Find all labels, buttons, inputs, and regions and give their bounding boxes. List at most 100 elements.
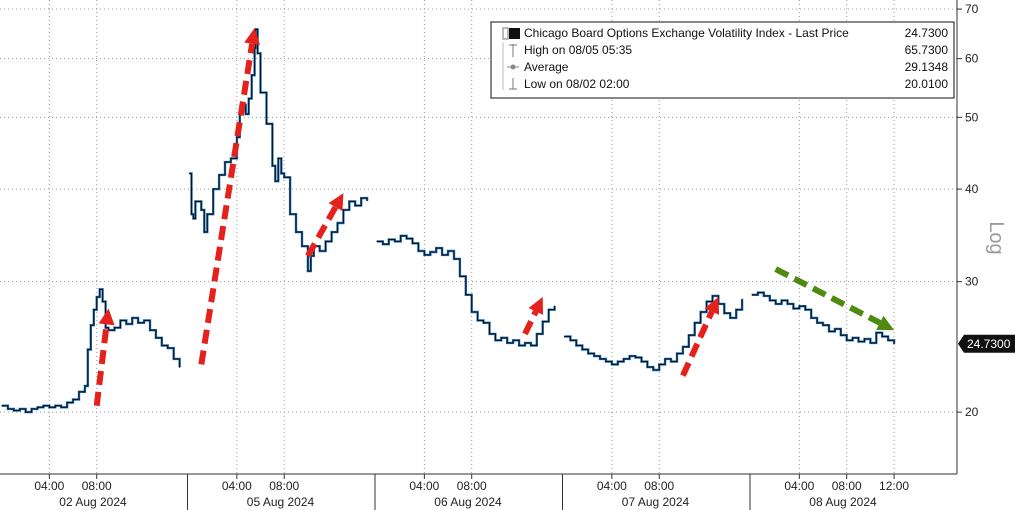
x-day-label: 08 Aug 2024 — [809, 495, 877, 509]
data-point — [342, 209, 345, 211]
legend-value: 29.1348 — [905, 60, 949, 74]
data-point — [289, 213, 291, 215]
arrow-shaft — [522, 310, 539, 336]
data-point — [155, 337, 157, 339]
data-point — [319, 250, 321, 252]
data-point — [840, 334, 842, 336]
data-point — [834, 328, 836, 330]
y-tick-label: 60 — [965, 52, 979, 66]
data-point — [763, 295, 765, 297]
data-point — [125, 323, 127, 325]
data-point — [881, 335, 883, 338]
legend: Chicago Board Options Exchange Volatilit… — [490, 21, 955, 99]
data-point — [99, 288, 101, 290]
data-point — [42, 405, 45, 407]
legend-label: Chicago Board Options Exchange Volatilit… — [524, 26, 849, 40]
legend-marker-square — [502, 27, 520, 40]
data-point — [629, 355, 631, 357]
data-point — [190, 213, 193, 215]
data-point — [236, 136, 238, 138]
data-point — [248, 97, 250, 100]
data-point — [149, 329, 151, 331]
data-point — [167, 347, 169, 349]
data-point — [875, 332, 877, 334]
data-point — [25, 411, 27, 413]
data-point — [400, 235, 402, 237]
red-arrow — [522, 297, 544, 336]
data-point — [581, 348, 583, 351]
data-point — [104, 327, 107, 329]
data-point — [705, 300, 708, 303]
data-point — [84, 385, 86, 387]
y-axis-label: Log — [985, 221, 1007, 254]
data-point — [87, 348, 89, 351]
data-point — [336, 222, 339, 224]
arrow-head — [876, 315, 895, 331]
arrow-shaft — [680, 310, 715, 377]
series-line-shadow — [2, 288, 181, 414]
data-point — [72, 398, 74, 401]
data-point — [688, 334, 690, 336]
data-point — [646, 366, 648, 368]
data-point — [623, 358, 625, 360]
data-point — [30, 408, 33, 410]
data-point — [664, 358, 666, 360]
data-point — [224, 161, 226, 163]
data-point — [435, 247, 437, 249]
arrow-head — [528, 297, 544, 315]
data-point — [36, 406, 39, 408]
last-price-box — [958, 334, 1015, 353]
data-point — [230, 157, 232, 160]
arrow-head — [98, 308, 115, 326]
data-point — [388, 238, 390, 241]
data-point — [575, 344, 577, 347]
series-line-shadow — [189, 28, 369, 273]
x-hour-label: 04:00 — [222, 479, 252, 493]
data-point — [301, 245, 303, 247]
data-point — [325, 240, 327, 242]
data-point — [846, 339, 848, 341]
x-day-label: 02 Aug 2024 — [59, 495, 127, 509]
data-point — [553, 305, 556, 307]
data-point — [471, 311, 473, 313]
data-point — [192, 217, 195, 220]
data-point — [307, 270, 309, 272]
red-arrow — [93, 308, 115, 407]
legend-value: 65.7300 — [905, 43, 949, 57]
data-point — [459, 275, 461, 277]
data-point — [711, 295, 714, 297]
data-point — [810, 317, 812, 319]
data-point — [411, 242, 414, 244]
x-hour-label: 08:00 — [457, 479, 487, 493]
data-point — [417, 250, 420, 252]
data-point — [780, 299, 783, 302]
series-line — [189, 28, 368, 272]
green-arrow — [774, 266, 895, 331]
data-point — [102, 300, 104, 303]
x-day-label: 06 Aug 2024 — [434, 495, 502, 509]
data-point — [78, 391, 80, 393]
data-point — [161, 344, 163, 347]
data-point — [863, 338, 866, 340]
data-point — [798, 305, 800, 307]
data-point — [212, 188, 214, 190]
x-hour-label: 08:00 — [269, 479, 299, 493]
data-point — [194, 200, 197, 203]
data-point — [283, 176, 285, 178]
data-point — [7, 408, 9, 410]
data-point — [203, 231, 205, 233]
data-point — [563, 335, 566, 338]
x-hour-label: 04:00 — [597, 479, 627, 493]
data-point — [188, 172, 191, 175]
data-point — [200, 209, 202, 211]
data-point — [658, 363, 660, 365]
data-point — [605, 360, 607, 363]
data-point — [441, 254, 443, 256]
arrow-head — [244, 27, 261, 46]
last-price-label: 24.7300 — [967, 337, 1011, 351]
data-point — [682, 346, 684, 348]
data-point — [453, 258, 455, 260]
y-tick-label: 40 — [965, 182, 979, 196]
